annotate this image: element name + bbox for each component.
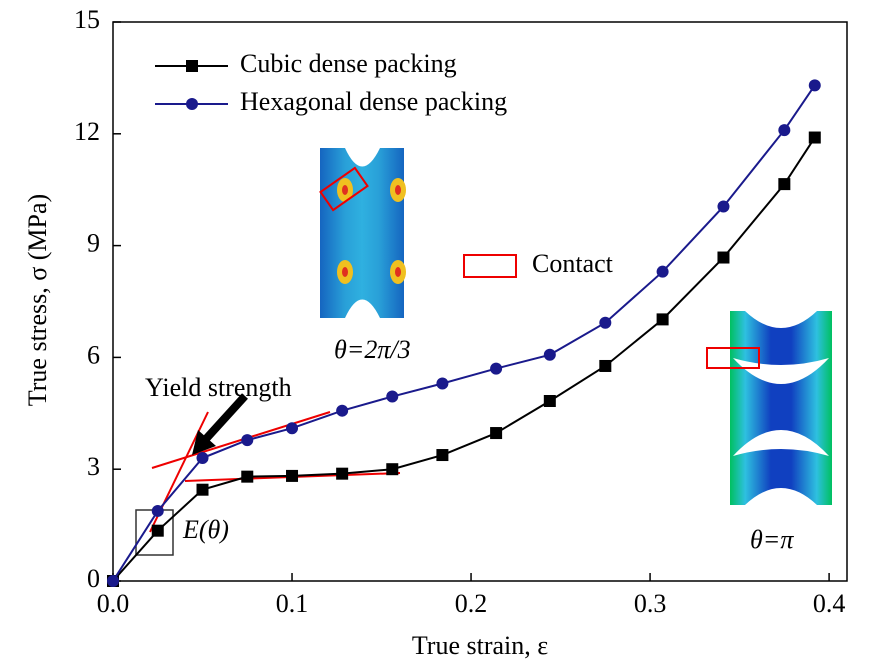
annotation: θ=π bbox=[750, 525, 794, 554]
marker bbox=[544, 395, 556, 407]
y-axis-label: True stress, σ (MPa) bbox=[23, 194, 52, 406]
marker bbox=[717, 200, 729, 212]
y-tick-label: 3 bbox=[87, 452, 100, 481]
y-tick-label: 6 bbox=[87, 340, 100, 369]
legend-label: Hexagonal dense packing bbox=[240, 87, 507, 116]
x-tick-label: 0.1 bbox=[276, 589, 309, 618]
marker bbox=[152, 505, 164, 517]
x-tick-label: 0.3 bbox=[634, 589, 667, 618]
marker bbox=[286, 422, 298, 434]
marker bbox=[186, 60, 198, 72]
y-tick-label: 0 bbox=[87, 564, 100, 593]
marker bbox=[197, 484, 209, 496]
series-line bbox=[113, 85, 815, 581]
marker bbox=[778, 124, 790, 136]
x-tick-label: 0.0 bbox=[97, 589, 130, 618]
y-tick-label: 15 bbox=[74, 5, 100, 34]
marker bbox=[657, 313, 669, 325]
y-tick-label: 9 bbox=[87, 229, 100, 258]
marker bbox=[386, 463, 398, 475]
contact-box bbox=[464, 255, 516, 277]
x-tick-label: 0.4 bbox=[813, 589, 846, 618]
marker bbox=[436, 377, 448, 389]
marker bbox=[186, 98, 198, 110]
inset-hexagonal bbox=[320, 148, 406, 318]
marker bbox=[107, 575, 119, 587]
marker bbox=[336, 405, 348, 417]
marker bbox=[809, 132, 821, 144]
marker bbox=[599, 360, 611, 372]
annotation: θ=2π/3 bbox=[334, 335, 411, 364]
arrow bbox=[205, 396, 245, 440]
marker bbox=[490, 427, 502, 439]
annotation: Contact bbox=[532, 249, 614, 278]
marker bbox=[386, 391, 398, 403]
legend-label: Cubic dense packing bbox=[240, 49, 457, 78]
y-tick-label: 12 bbox=[74, 117, 100, 146]
marker bbox=[286, 470, 298, 482]
marker bbox=[241, 471, 253, 483]
marker bbox=[490, 363, 502, 375]
x-axis-label: True strain, ε bbox=[412, 631, 548, 660]
marker bbox=[657, 266, 669, 278]
annotation: E(θ) bbox=[182, 515, 229, 544]
marker bbox=[544, 349, 556, 361]
marker bbox=[197, 452, 209, 464]
marker bbox=[241, 434, 253, 446]
marker bbox=[778, 178, 790, 190]
chart: True stress, σ (MPa) True strain, ε Yiel… bbox=[0, 0, 869, 666]
marker bbox=[152, 525, 164, 537]
marker bbox=[809, 79, 821, 91]
marker bbox=[599, 317, 611, 329]
x-tick-label: 0.2 bbox=[455, 589, 488, 618]
marker bbox=[436, 449, 448, 461]
inset-cubic bbox=[707, 311, 832, 505]
marker bbox=[717, 252, 729, 264]
annotation: Yield strength bbox=[145, 373, 292, 402]
marker bbox=[336, 468, 348, 480]
